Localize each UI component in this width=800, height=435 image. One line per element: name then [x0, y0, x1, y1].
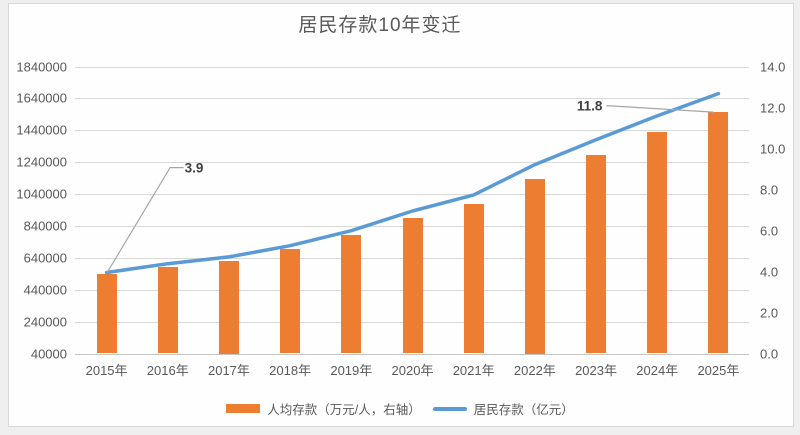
legend: 人均存款（万元/人，右轴） 居民存款（亿元） — [0, 399, 800, 418]
y-axis-left-tick-label: 1440000 — [16, 122, 67, 138]
bar-2024年 — [647, 132, 668, 354]
bar-2023年 — [586, 154, 607, 354]
y-axis-left-tick-label: 40000 — [30, 346, 67, 361]
bar-2020年 — [402, 218, 423, 354]
bar-2022年 — [524, 179, 545, 354]
y-axis-left-tick-label: 1040000 — [16, 186, 67, 202]
y-axis-right-tick-label: 8.0 — [760, 182, 779, 197]
bar-2019年 — [341, 234, 362, 354]
y-axis-right-tick-label: 2.0 — [760, 305, 779, 320]
y-axis-right-tick-label: 12.0 — [760, 100, 786, 115]
x-axis-label: 2015年 — [85, 363, 128, 378]
y-axis-left-tick-label: 240000 — [23, 314, 67, 330]
y-axis-right-tick-label: 0.0 — [760, 346, 779, 361]
x-axis-label: 2018年 — [269, 363, 312, 378]
gridline — [75, 98, 749, 100]
y-axis-left-tick-label: 440000 — [23, 282, 67, 298]
x-axis-label: 2022年 — [513, 363, 556, 378]
x-axis-label: 2016年 — [146, 363, 189, 378]
bar-2025年 — [708, 111, 729, 354]
x-axis-label: 2023年 — [575, 363, 617, 378]
annotation-label: 3.9 — [184, 160, 204, 176]
annotation-label: 11.8 — [576, 98, 603, 114]
y-axis-right-tick-label: 10.0 — [760, 141, 786, 156]
gridline — [75, 66, 749, 68]
bar-2015年 — [96, 273, 117, 354]
y-axis-left-tick-label: 1240000 — [16, 154, 67, 170]
x-axis-label: 2017年 — [207, 363, 250, 378]
x-axis-label: 2019年 — [330, 363, 373, 378]
x-axis-line — [75, 353, 749, 355]
x-axis-label: 2024年 — [636, 363, 679, 378]
y-axis-left-tick-label: 640000 — [23, 250, 67, 266]
x-axis-label: 2020年 — [391, 363, 434, 378]
chart-title: 居民存款10年变迁 — [298, 15, 462, 36]
x-axis-label: 2025年 — [697, 363, 740, 378]
bar-2021年 — [463, 203, 484, 354]
bar-2017年 — [218, 261, 239, 354]
y-axis-left-tick-label: 840000 — [23, 218, 67, 234]
y-axis-left-tick-label: 1640000 — [16, 90, 67, 106]
bar-2018年 — [280, 248, 301, 354]
y-axis-right-tick-label: 4.0 — [760, 264, 779, 279]
legend-bar-label: 人均存款（万元/人，右轴） — [267, 403, 421, 417]
x-axis-label: 2021年 — [452, 363, 495, 378]
legend-line-label: 居民存款（亿元） — [473, 403, 574, 417]
y-axis-right-tick-label: 14.0 — [760, 59, 786, 74]
y-axis-left-tick-label: 1840000 — [16, 59, 67, 74]
legend-line-swatch-icon — [432, 406, 467, 411]
y-axis-right-tick-label: 6.0 — [760, 223, 779, 238]
bar-2016年 — [157, 267, 178, 354]
legend-bar-swatch-icon — [226, 404, 261, 413]
